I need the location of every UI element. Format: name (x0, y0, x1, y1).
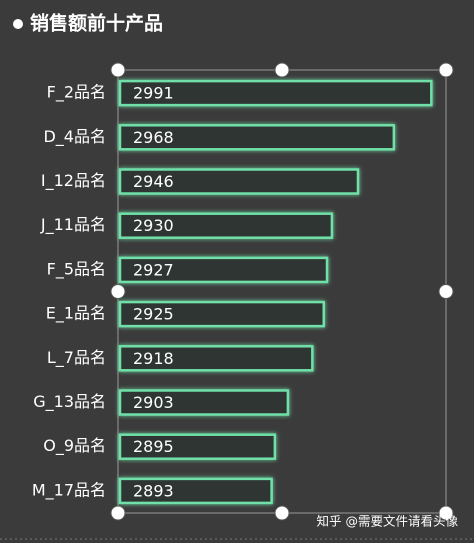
resize-handle[interactable] (274, 505, 290, 521)
bar (118, 345, 314, 372)
title-bullet (13, 19, 23, 29)
y-tick-label: I_12品名 (41, 171, 106, 191)
resize-handle[interactable] (438, 284, 454, 299)
watermark: 知乎 @需要文件请看头像 (317, 514, 459, 529)
chart-title: 销售额前十产品 (30, 12, 163, 35)
data-label: 2968 (133, 128, 174, 147)
bar (118, 300, 325, 328)
bar (118, 389, 290, 416)
bar (118, 212, 334, 239)
bar (118, 433, 277, 460)
data-label: 2903 (133, 393, 174, 412)
bar (118, 124, 396, 151)
y-tick-label: D_4品名 (43, 127, 106, 147)
resize-handle[interactable] (438, 505, 454, 521)
bar (118, 477, 273, 505)
bar (118, 79, 433, 107)
y-tick-label: L_7品名 (47, 348, 106, 368)
resize-handle[interactable] (274, 62, 290, 78)
y-tick-label: F_2品名 (47, 83, 106, 103)
data-label: 2946 (133, 172, 174, 191)
y-tick-label: E_1品名 (46, 304, 106, 324)
y-tick-label: O_9品名 (43, 436, 106, 456)
bar (118, 256, 329, 284)
data-label: 2893 (133, 481, 174, 500)
resize-handle[interactable] (110, 284, 126, 299)
data-label: 2925 (133, 305, 174, 324)
resize-handle[interactable] (110, 505, 126, 521)
y-tick-label: M_17品名 (32, 480, 106, 500)
data-label: 2918 (133, 349, 174, 368)
bar (118, 168, 360, 195)
y-tick-label: F_5品名 (47, 259, 106, 279)
y-tick-label: J_11品名 (40, 215, 106, 235)
resize-handle[interactable] (110, 62, 126, 78)
data-label: 2991 (133, 84, 174, 103)
selection-frame[interactable] (110, 62, 454, 521)
data-label: 2895 (133, 437, 174, 456)
data-label: 2927 (133, 260, 174, 279)
data-label: 2930 (133, 216, 174, 235)
resize-handle[interactable] (438, 62, 454, 78)
y-tick-label: G_13品名 (33, 392, 106, 412)
